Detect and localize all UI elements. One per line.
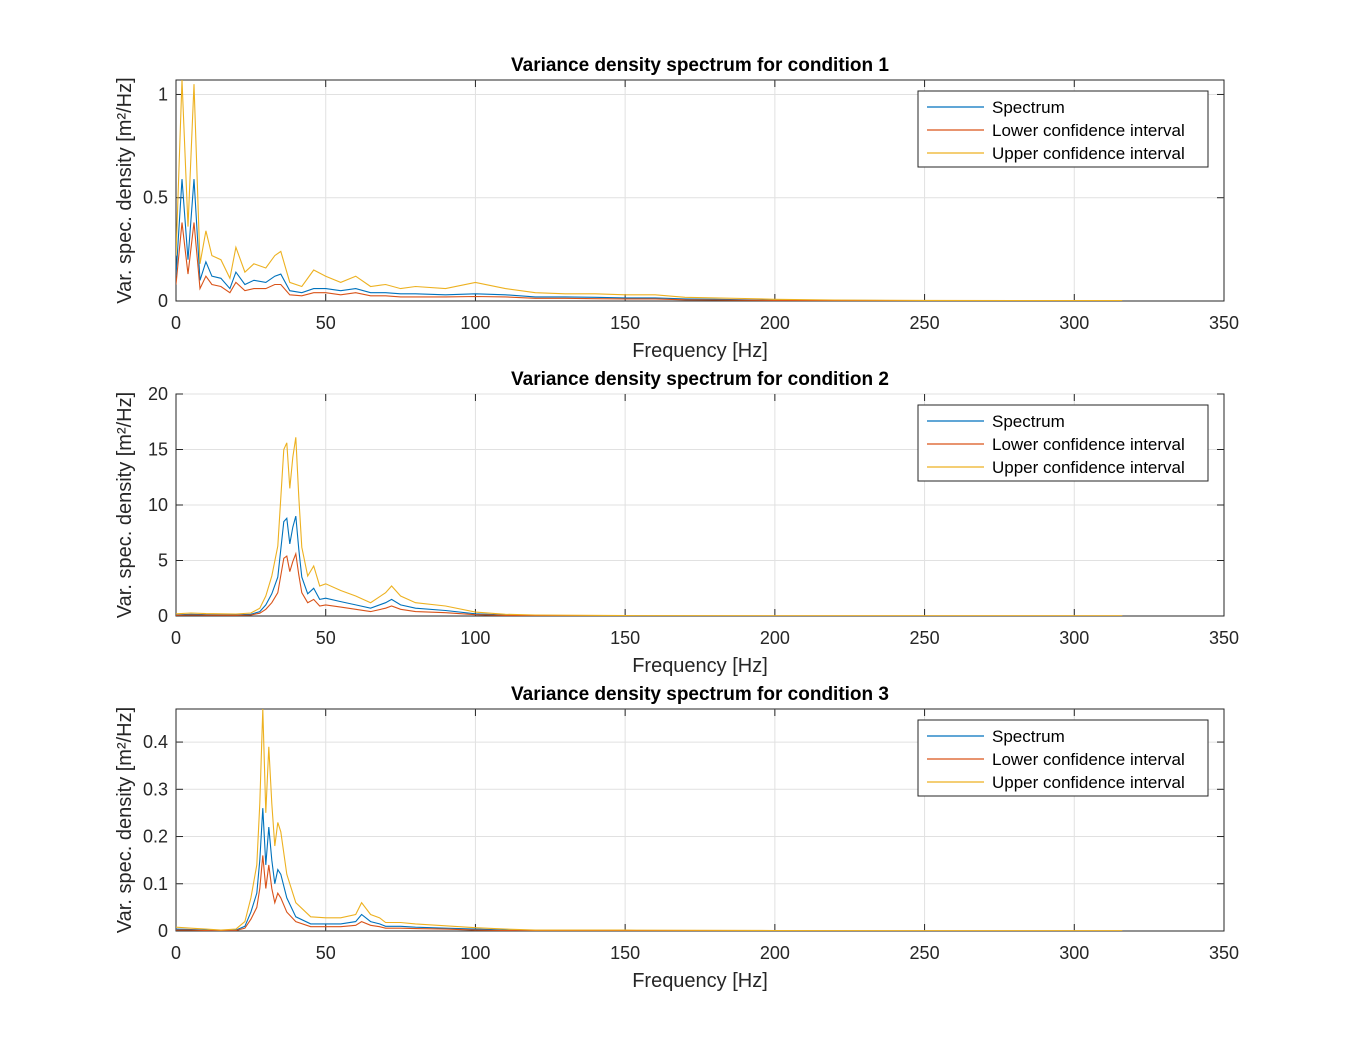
y-tick-label: 0.4 (143, 732, 168, 752)
y-axis-label: Var. spec. density [m²/Hz] (114, 707, 136, 933)
y-tick-label: 0 (158, 291, 168, 311)
y-tick-label: 0.2 (143, 827, 168, 847)
x-tick-label: 0 (171, 313, 181, 333)
x-tick-label: 150 (610, 628, 640, 648)
x-tick-label: 300 (1059, 313, 1089, 333)
chart-title: Variance density spectrum for condition … (511, 684, 889, 705)
x-tick-label: 100 (460, 943, 490, 963)
legend-entry: Lower confidence interval (992, 750, 1185, 769)
x-tick-label: 50 (316, 628, 336, 648)
x-tick-label: 50 (316, 313, 336, 333)
series-line-2 (176, 222, 1123, 301)
legend-entry: Spectrum (992, 727, 1065, 746)
x-tick-label: 350 (1209, 628, 1239, 648)
y-tick-label: 20 (148, 384, 168, 404)
series-line-1 (176, 808, 1123, 931)
y-axis-label: Var. spec. density [m²/Hz] (114, 392, 136, 618)
legend-box (917, 404, 1209, 482)
legend-entry: Lower confidence interval (992, 121, 1185, 140)
y-tick-label: 1 (158, 84, 168, 104)
legend-entry: Spectrum (992, 412, 1065, 431)
chart-panel-3: 0 50 100 150 200 250 300 350 0 0.1 0.2 0.3 0.4 Varian… (114, 684, 1239, 992)
x-tick-label: 350 (1209, 313, 1239, 333)
series-lines (176, 709, 1123, 931)
legend-entry: Lower confidence interval (992, 435, 1185, 454)
x-tick-label: 200 (760, 628, 790, 648)
x-tick-label: 200 (760, 943, 790, 963)
x-tick-label: 250 (910, 628, 940, 648)
series-lines (176, 437, 1123, 616)
series-line-1 (176, 515, 1123, 616)
series-line-2 (176, 855, 1123, 931)
x-tick-label: 0 (171, 628, 181, 648)
x-tick-label: 200 (760, 313, 790, 333)
x-tick-label: 100 (460, 628, 490, 648)
x-tick-label: 150 (610, 943, 640, 963)
x-axis-label: Frequency [Hz] (632, 340, 768, 362)
chart-title: Variance density spectrum for condition … (511, 55, 889, 76)
legend-entry: Upper confidence interval (992, 458, 1185, 477)
chart-title: Variance density spectrum for condition … (511, 369, 889, 390)
x-tick-label: 300 (1059, 943, 1089, 963)
x-tick-label: 250 (910, 943, 940, 963)
x-tick-label: 150 (610, 313, 640, 333)
series-lines (176, 80, 1123, 301)
x-tick-label: 50 (316, 943, 336, 963)
legend-entry: Upper confidence interval (992, 144, 1185, 163)
legend: Spectrum Lower confidence interval Upper c… (917, 90, 1209, 168)
x-tick-label: 300 (1059, 628, 1089, 648)
x-tick-label: 250 (910, 313, 940, 333)
y-tick-label: 0.5 (143, 188, 168, 208)
y-tick-label: 10 (148, 495, 168, 515)
chart-panel-1: 0 50 100 150 200 250 300 350 0 0.5 1 Variance densi… (114, 55, 1239, 362)
series-line-1 (176, 179, 1123, 301)
x-tick-label: 350 (1209, 943, 1239, 963)
y-tick-label: 0 (158, 921, 168, 941)
x-tick-label: 0 (171, 943, 181, 963)
y-tick-label: 0 (158, 606, 168, 626)
y-tick-label: 15 (148, 440, 168, 460)
legend-entry: Upper confidence interval (992, 773, 1185, 792)
x-axis-label: Frequency [Hz] (632, 970, 768, 992)
series-line-2 (176, 551, 1123, 616)
series-line-3 (176, 80, 1123, 301)
chart-panel-2: 0 50 100 150 200 250 300 350 0 5 10 15 20 Variance de… (114, 369, 1239, 677)
y-axis-label: Var. spec. density [m²/Hz] (114, 77, 136, 303)
legend: Spectrum Lower confidence interval Upper c… (917, 404, 1209, 482)
x-tick-label: 100 (460, 313, 490, 333)
x-axis-label: Frequency [Hz] (632, 655, 768, 677)
legend-entry: Spectrum (992, 98, 1065, 117)
y-tick-label: 5 (158, 551, 168, 571)
legend-box (917, 719, 1209, 797)
series-line-3 (176, 437, 1123, 616)
legend: Spectrum Lower confidence interval Upper c… (917, 719, 1209, 797)
legend-box (917, 90, 1209, 168)
y-tick-label: 0.1 (143, 874, 168, 894)
series-line-3 (176, 709, 1123, 931)
y-tick-label: 0.3 (143, 779, 168, 799)
